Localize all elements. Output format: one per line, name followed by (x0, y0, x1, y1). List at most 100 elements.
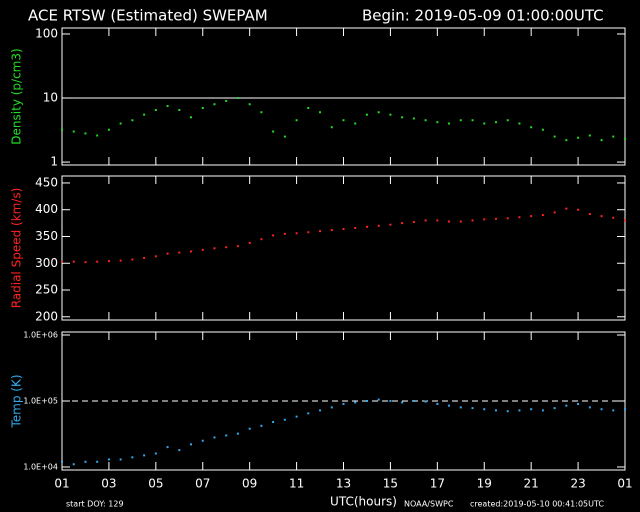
data-point (541, 409, 544, 412)
data-point (178, 449, 181, 452)
data-point (624, 137, 626, 140)
data-point (225, 246, 228, 249)
data-point (178, 251, 181, 254)
x-tick-label: 05 (148, 477, 163, 491)
y-tick-label: 1.0E+04 (23, 462, 58, 471)
data-point (72, 260, 75, 263)
data-point (131, 456, 134, 459)
data-point (577, 403, 580, 406)
y-tick-label: 400 (35, 202, 58, 216)
data-point (518, 122, 521, 125)
data-point (436, 403, 439, 406)
data-point (201, 106, 204, 109)
data-point (248, 241, 251, 244)
data-point (600, 215, 603, 218)
data-point (530, 408, 533, 411)
data-point (260, 238, 263, 241)
data-point (565, 207, 568, 210)
data-point (471, 219, 474, 222)
data-point (530, 215, 533, 218)
data-point (96, 134, 99, 137)
data-point (131, 258, 134, 261)
data-point (588, 406, 591, 409)
y-tick-label: 1 (50, 155, 58, 169)
data-point (471, 407, 474, 410)
data-point (143, 256, 146, 259)
data-point (307, 231, 310, 234)
data-point (612, 409, 615, 412)
data-point (436, 219, 439, 222)
data-point (365, 113, 368, 116)
data-point (61, 460, 63, 463)
data-point (448, 122, 451, 125)
data-point (401, 222, 404, 225)
data-point (377, 224, 380, 227)
data-point (530, 126, 533, 129)
data-point (342, 119, 345, 122)
y-tick-label: 1.0E+05 (23, 396, 58, 405)
y-tick-label: 300 (35, 256, 58, 270)
data-point (436, 121, 439, 124)
start-doy: start DOY: 129 (66, 500, 124, 509)
data-point (84, 132, 87, 135)
x-axis-label: UTC(hours) (330, 495, 397, 509)
y-axis-label: Temp (K) (10, 374, 24, 428)
data-point (553, 407, 556, 410)
y-tick-label: 10 (43, 91, 58, 105)
x-tick-label: 15 (383, 477, 398, 491)
created: created:2019-05-10 00:41:05UTC (470, 500, 604, 509)
data-point (600, 408, 603, 411)
data-point (190, 443, 193, 446)
data-point (577, 208, 580, 211)
data-point (319, 409, 322, 412)
data-point (506, 410, 509, 413)
data-point (483, 122, 486, 125)
data-point (166, 105, 169, 108)
data-point (330, 126, 333, 129)
data-point (330, 406, 333, 409)
data-point (354, 122, 357, 125)
data-point (494, 121, 497, 124)
y-axis-label: Radial Speed (km/s) (10, 188, 24, 309)
data-point (624, 408, 626, 411)
data-point (96, 260, 99, 263)
data-point (307, 106, 310, 109)
data-point (541, 214, 544, 217)
data-point (107, 458, 110, 461)
data-point (448, 404, 451, 407)
data-point (354, 226, 357, 229)
data-point (190, 116, 193, 119)
data-point (283, 232, 286, 235)
data-point (354, 401, 357, 404)
data-point (107, 260, 110, 263)
data-point (401, 116, 404, 119)
data-point (154, 109, 157, 112)
x-tick-label: 07 (195, 477, 210, 491)
data-point (143, 113, 146, 116)
data-point (248, 427, 251, 430)
x-tick-label: 19 (477, 477, 492, 491)
data-point (61, 128, 63, 131)
data-point (119, 458, 122, 461)
data-point (612, 216, 615, 219)
data-point (553, 135, 556, 138)
data-point (506, 119, 509, 122)
data-point (72, 130, 75, 133)
data-point (131, 119, 134, 122)
data-point (61, 260, 63, 263)
y-axis-label: Density (p/cm3) (10, 48, 24, 144)
data-point (260, 424, 263, 427)
data-point (319, 111, 322, 114)
data-point (600, 139, 603, 142)
data-point (365, 225, 368, 228)
data-point (553, 211, 556, 214)
x-tick-label: 23 (570, 477, 585, 491)
data-point (448, 220, 451, 223)
y-tick-label: 250 (35, 283, 58, 297)
data-point (518, 216, 521, 219)
x-tick-label: 01 (617, 477, 632, 491)
data-point (494, 409, 497, 412)
data-point (295, 415, 298, 418)
data-point (272, 234, 275, 237)
